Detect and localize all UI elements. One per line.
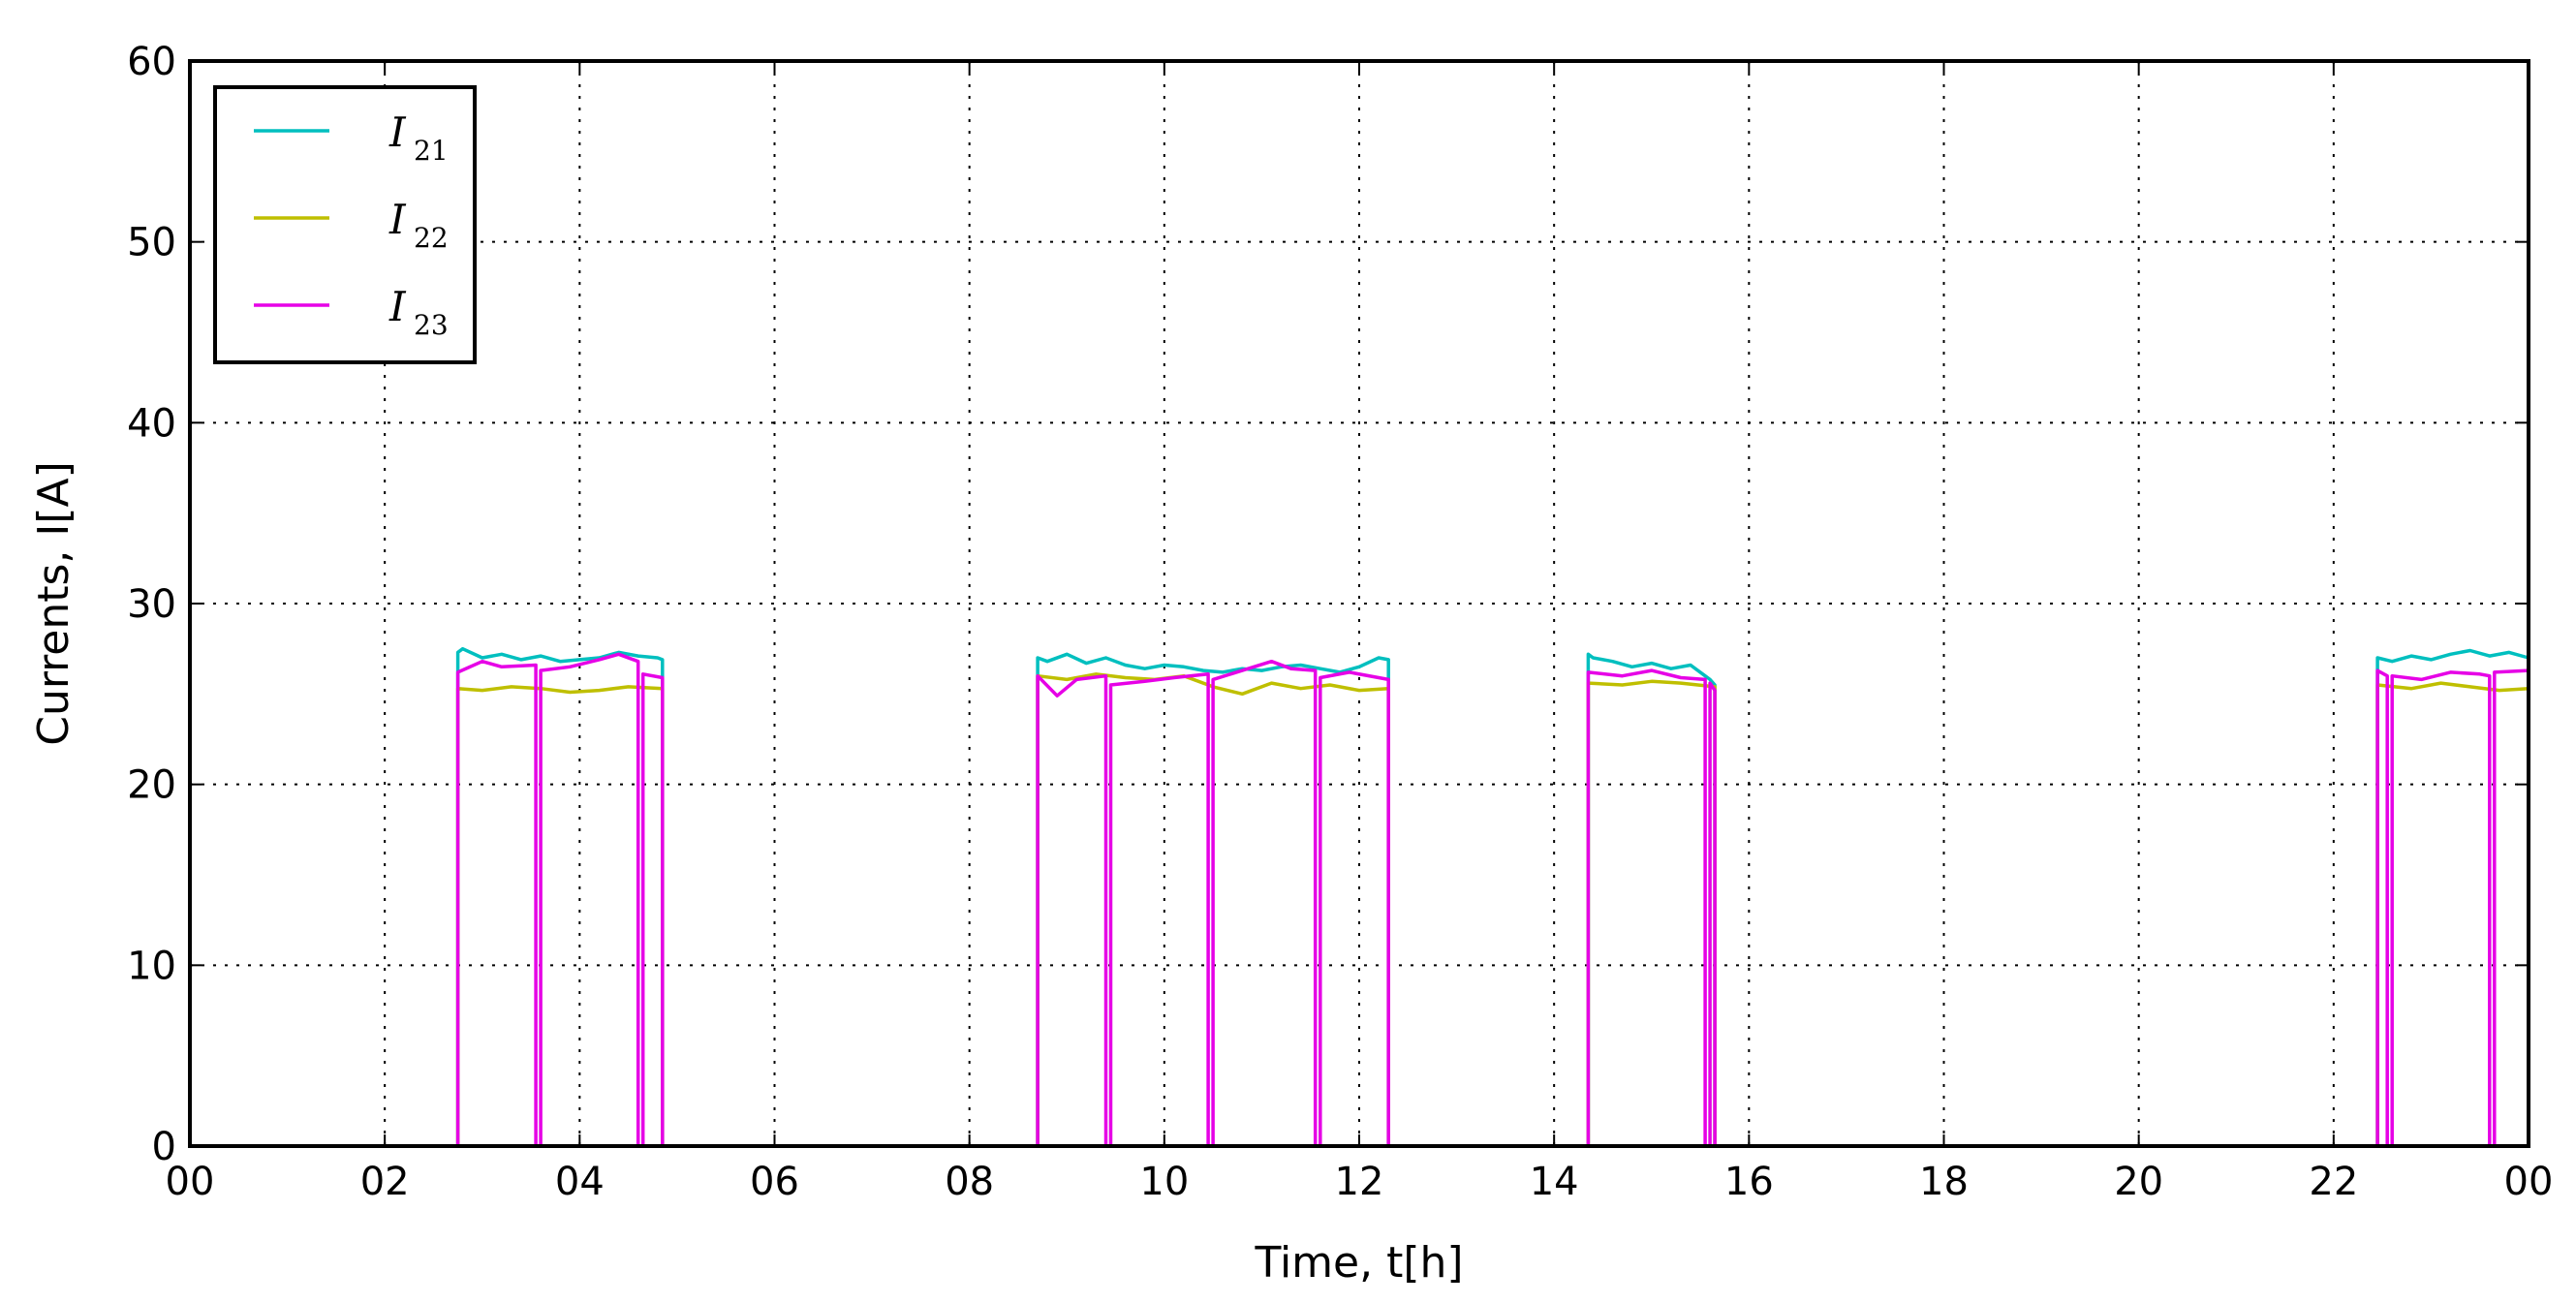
- x-tick-label: 12: [1335, 1160, 1384, 1204]
- y-tick-label: 50: [127, 221, 176, 265]
- x-tick-label: 04: [555, 1160, 605, 1204]
- legend-label: I: [388, 283, 407, 330]
- legend-label-subscript: 22: [414, 222, 449, 254]
- x-tick-label: 22: [2309, 1160, 2358, 1204]
- x-tick-label: 18: [1919, 1160, 1969, 1204]
- legend-label-subscript: 21: [414, 135, 449, 167]
- y-tick-label: 30: [127, 582, 176, 627]
- legend-label: I: [388, 109, 407, 156]
- y-tick-label: 0: [152, 1125, 176, 1169]
- legend: I 21I 22I 23: [213, 85, 477, 364]
- x-tick-labels: 00 02 04 06 08 10 12 14 16 18 20 22 00: [166, 1160, 2554, 1204]
- legend-box: [213, 85, 477, 364]
- x-tick-label: 00: [2504, 1160, 2554, 1204]
- x-tick-label: 00: [166, 1160, 215, 1204]
- x-tick-label: 02: [360, 1160, 410, 1204]
- y-tick-label: 60: [127, 40, 176, 84]
- x-tick-label: 14: [1530, 1160, 1579, 1204]
- series-line-I23: [190, 652, 2529, 1148]
- y-tick-labels: 0 10 20 30 40 50 60: [127, 40, 176, 1169]
- x-axis-label: Time, t[h]: [1254, 1238, 1463, 1288]
- y-tick-label: 20: [127, 763, 176, 808]
- x-tick-label: 16: [1724, 1160, 1774, 1204]
- y-axis-label: Currents, I[A]: [29, 461, 78, 746]
- series-lines: [190, 646, 2529, 1148]
- y-tick-label: 10: [127, 944, 176, 988]
- x-tick-label: 20: [2114, 1160, 2163, 1204]
- legend-label-subscript: 23: [414, 309, 449, 341]
- y-tick-label: 40: [127, 401, 176, 446]
- axis-ticks: [189, 60, 2529, 1147]
- x-tick-label: 06: [750, 1160, 799, 1204]
- legend-label: I: [388, 196, 407, 243]
- x-tick-label: 08: [945, 1160, 994, 1204]
- x-tick-label: 10: [1139, 1160, 1189, 1204]
